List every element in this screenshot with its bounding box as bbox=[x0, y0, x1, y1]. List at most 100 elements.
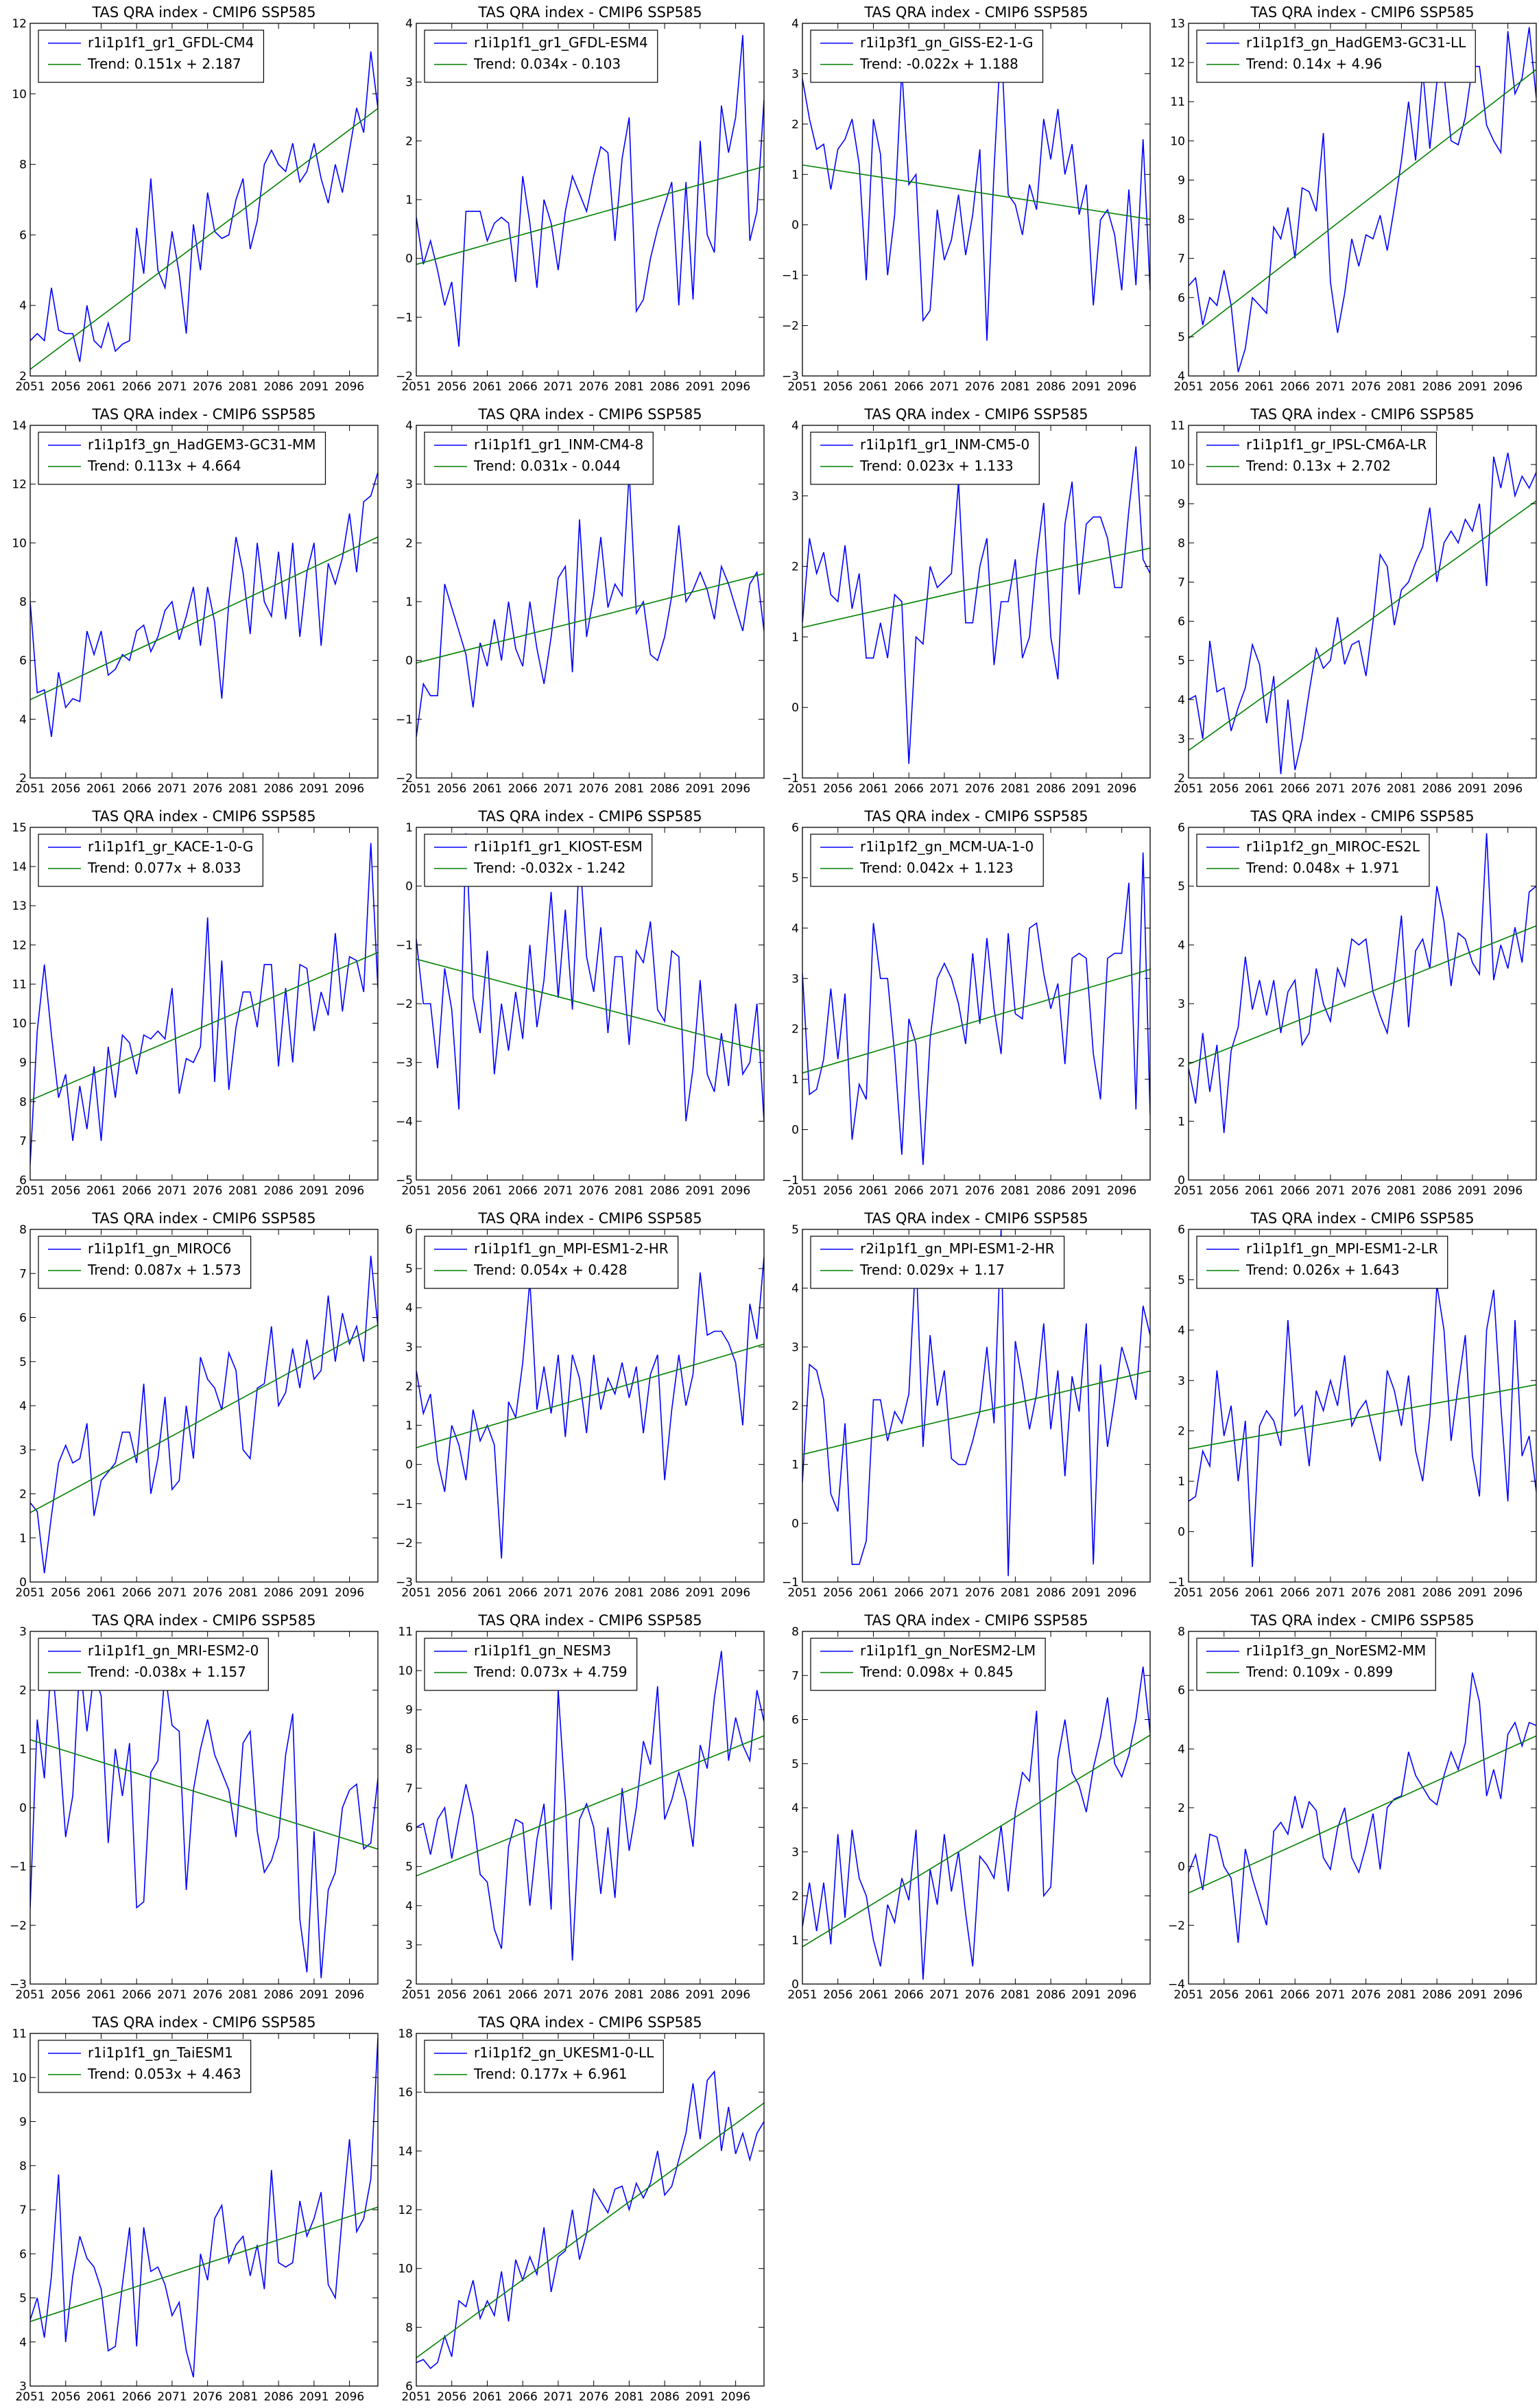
y-tick-label: −1 bbox=[396, 939, 413, 952]
y-tick-label: 2 bbox=[19, 1684, 27, 1698]
x-tick-label: 2051 bbox=[1173, 1988, 1203, 2002]
x-tick-label: 2096 bbox=[721, 1988, 750, 2002]
y-tick-label: 8 bbox=[19, 158, 27, 172]
y-tick-label: 1 bbox=[405, 821, 413, 835]
x-tick-label: 2071 bbox=[543, 1988, 573, 2002]
legend: r1i1p1f1_gn_MRI-ESM2-0 Trend: -0.038x + 1… bbox=[38, 1638, 269, 1691]
x-tick-label: 2086 bbox=[650, 380, 680, 394]
legend-box bbox=[1196, 29, 1476, 83]
y-tick-label: 5 bbox=[1178, 880, 1185, 894]
x-tick-label: 2061 bbox=[473, 2390, 502, 2404]
x-tick-label: 2096 bbox=[335, 782, 364, 796]
axes-frame bbox=[1188, 23, 1537, 377]
x-tick-label: 2071 bbox=[157, 380, 187, 394]
data-series-line bbox=[30, 1655, 378, 1979]
legend-label: Trend: 0.113x + 4.664 bbox=[87, 458, 241, 474]
y-tick-label: 5 bbox=[1178, 654, 1185, 668]
x-tick-label: 2056 bbox=[437, 1586, 466, 1600]
subplot-title: TAS QRA index - CMIP6 SSP585 bbox=[1250, 1612, 1474, 1629]
x-tick-label: 2051 bbox=[401, 1184, 431, 1198]
x-tick-label: 2076 bbox=[193, 380, 222, 394]
x-tick-label: 2091 bbox=[685, 1586, 715, 1600]
subplot-18: TAS QRA index - CMIP6 SSP585 2 3 4 5 6 7 8 9 10 11… bbox=[398, 1612, 765, 2002]
y-tick-label: 4 bbox=[1178, 694, 1185, 707]
x-tick-label: 2081 bbox=[228, 2390, 258, 2404]
subplot-title: TAS QRA index - CMIP6 SSP585 bbox=[477, 1210, 702, 1227]
y-tick-label: 0 bbox=[791, 219, 799, 233]
y-tick-label: 2 bbox=[19, 370, 27, 383]
legend: r1i1p3f1_gn_GISS-E2-1-G Trend: -0.022x + … bbox=[810, 29, 1044, 83]
y-tick-label: 4 bbox=[19, 713, 27, 727]
x-tick-label: 2071 bbox=[929, 782, 959, 796]
subplot-3: TAS QRA index - CMIP6 SSP585 −3 −2 −1 0 1 2 3 4 2… bbox=[782, 4, 1151, 394]
trend-line bbox=[416, 958, 764, 1052]
y-tick-label: 5 bbox=[791, 871, 799, 885]
legend-label: r1i1p1f2_gn_MCM-UA-1-0 bbox=[860, 838, 1034, 855]
y-tick-label: 8 bbox=[791, 1625, 799, 1639]
x-tick-label: 2056 bbox=[823, 782, 852, 796]
x-tick-label: 2081 bbox=[1387, 1184, 1416, 1198]
x-tick-label: 2091 bbox=[1457, 782, 1487, 796]
x-tick-label: 2051 bbox=[401, 2390, 431, 2404]
x-tick-label: 2066 bbox=[122, 1586, 152, 1600]
legend: r1i1p1f2_gn_MCM-UA-1-0 Trend: 0.042x + 1.… bbox=[810, 834, 1044, 887]
y-tick-label: 1 bbox=[1178, 1475, 1185, 1489]
y-tick-label: 2 bbox=[791, 1400, 799, 1413]
x-tick-label: 2091 bbox=[1071, 1586, 1101, 1600]
x-tick-label: 2081 bbox=[615, 380, 644, 394]
y-tick-label: 1 bbox=[791, 1073, 799, 1087]
x-tick-label: 2076 bbox=[1351, 1586, 1381, 1600]
legend-label: Trend: 0.177x + 6.961 bbox=[473, 2066, 628, 2082]
x-tick-label: 2081 bbox=[615, 1184, 644, 1198]
x-tick-label: 2051 bbox=[15, 1184, 45, 1198]
y-tick-label: 2 bbox=[405, 536, 413, 550]
subplot-title: TAS QRA index - CMIP6 SSP585 bbox=[91, 2014, 315, 2031]
x-tick-label: 2071 bbox=[929, 1586, 959, 1600]
y-tick-label: −4 bbox=[1168, 1978, 1185, 1992]
y-tick-label: 4 bbox=[791, 922, 799, 936]
legend-box bbox=[38, 29, 265, 83]
x-tick-label: 2061 bbox=[859, 1184, 888, 1198]
y-tick-label: 4 bbox=[405, 1301, 413, 1315]
legend-box bbox=[810, 432, 1040, 485]
x-tick-label: 2056 bbox=[437, 782, 466, 796]
trend-line bbox=[802, 164, 1150, 220]
x-tick-label: 2076 bbox=[193, 2390, 222, 2404]
legend-label: r1i1p1f1_gn_MRI-ESM2-0 bbox=[88, 1642, 259, 1659]
legend-label: Trend: 0.073x + 4.759 bbox=[473, 1664, 628, 1680]
y-tick-label: 9 bbox=[405, 1703, 413, 1717]
x-tick-label: 2086 bbox=[1422, 782, 1452, 796]
y-tick-label: 6 bbox=[1178, 615, 1185, 629]
x-tick-label: 2071 bbox=[1315, 1988, 1345, 2002]
x-tick-label: 2056 bbox=[1209, 782, 1239, 796]
x-tick-label: 2066 bbox=[894, 380, 924, 394]
y-tick-label: 8 bbox=[19, 1223, 27, 1237]
x-tick-label: 2061 bbox=[86, 782, 116, 796]
legend-label: r1i1p1f1_gr_IPSL-CM6A-LR bbox=[1246, 436, 1427, 453]
y-tick-label: 8 bbox=[19, 595, 27, 609]
x-tick-label: 2091 bbox=[1457, 1586, 1487, 1600]
x-tick-label: 2061 bbox=[859, 782, 888, 796]
x-tick-label: 2051 bbox=[401, 380, 431, 394]
axes-frame bbox=[802, 23, 1151, 377]
x-tick-label: 2086 bbox=[1422, 1184, 1452, 1198]
subplot-title: TAS QRA index - CMIP6 SSP585 bbox=[91, 1210, 315, 1227]
y-tick-label: 6 bbox=[1178, 1223, 1185, 1237]
x-tick-label: 2071 bbox=[157, 1184, 187, 1198]
y-tick-label: 9 bbox=[19, 1057, 27, 1070]
legend-label: Trend: 0.042x + 1.123 bbox=[859, 860, 1014, 876]
subplot-4: TAS QRA index - CMIP6 SSP585 4 5 6 7 8 9 10 11 12… bbox=[1170, 4, 1537, 394]
legend-label: Trend: 0.151x + 2.187 bbox=[87, 56, 241, 72]
x-tick-label: 2051 bbox=[15, 1988, 45, 2002]
y-tick-label: −1 bbox=[1168, 1576, 1185, 1590]
y-tick-label: −2 bbox=[396, 1537, 413, 1550]
x-tick-label: 2076 bbox=[579, 2390, 608, 2404]
y-tick-label: −2 bbox=[396, 772, 413, 786]
x-tick-label: 2071 bbox=[543, 380, 573, 394]
legend-label: Trend: 0.098x + 0.845 bbox=[859, 1664, 1014, 1680]
x-tick-label: 2066 bbox=[894, 1988, 924, 2002]
x-tick-label: 2061 bbox=[1245, 782, 1274, 796]
x-tick-label: 2071 bbox=[543, 1184, 573, 1198]
subplot-title: TAS QRA index - CMIP6 SSP585 bbox=[863, 808, 1088, 825]
y-tick-label: 4 bbox=[1178, 1743, 1185, 1756]
